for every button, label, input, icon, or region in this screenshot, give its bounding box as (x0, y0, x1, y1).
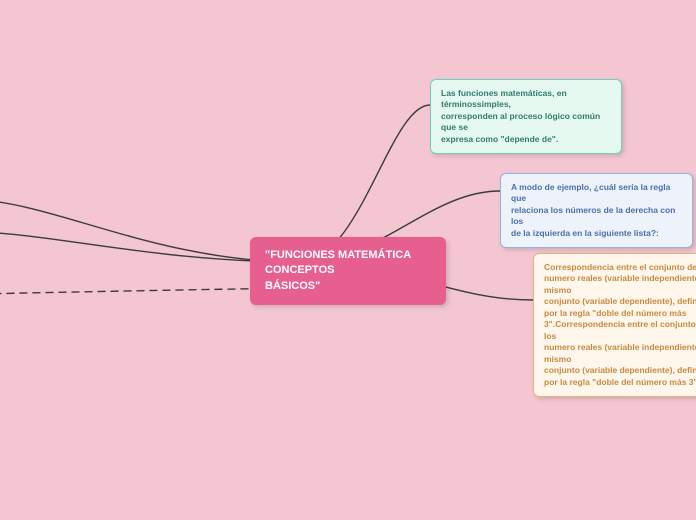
n2-label: A modo de ejemplo, ¿cuál sería la regla … (511, 182, 682, 239)
center-label: "FUNCIONES MATEMÁTICA CONCEPTOS BÁSICOS" (265, 248, 431, 294)
mindmap-node-n2: A modo de ejemplo, ¿cuál sería la regla … (500, 173, 693, 248)
mindmap-node-n3: Correspondencia entre el conjunto de los… (533, 253, 696, 397)
n1-label: Las funciones matemáticas, en términossi… (441, 88, 611, 145)
n3-label: Correspondencia entre el conjunto de los… (544, 262, 696, 388)
mindmap-node-n1: Las funciones matemáticas, en términossi… (430, 79, 622, 154)
mindmap-center-node: "FUNCIONES MATEMÁTICA CONCEPTOS BÁSICOS" (250, 237, 446, 305)
